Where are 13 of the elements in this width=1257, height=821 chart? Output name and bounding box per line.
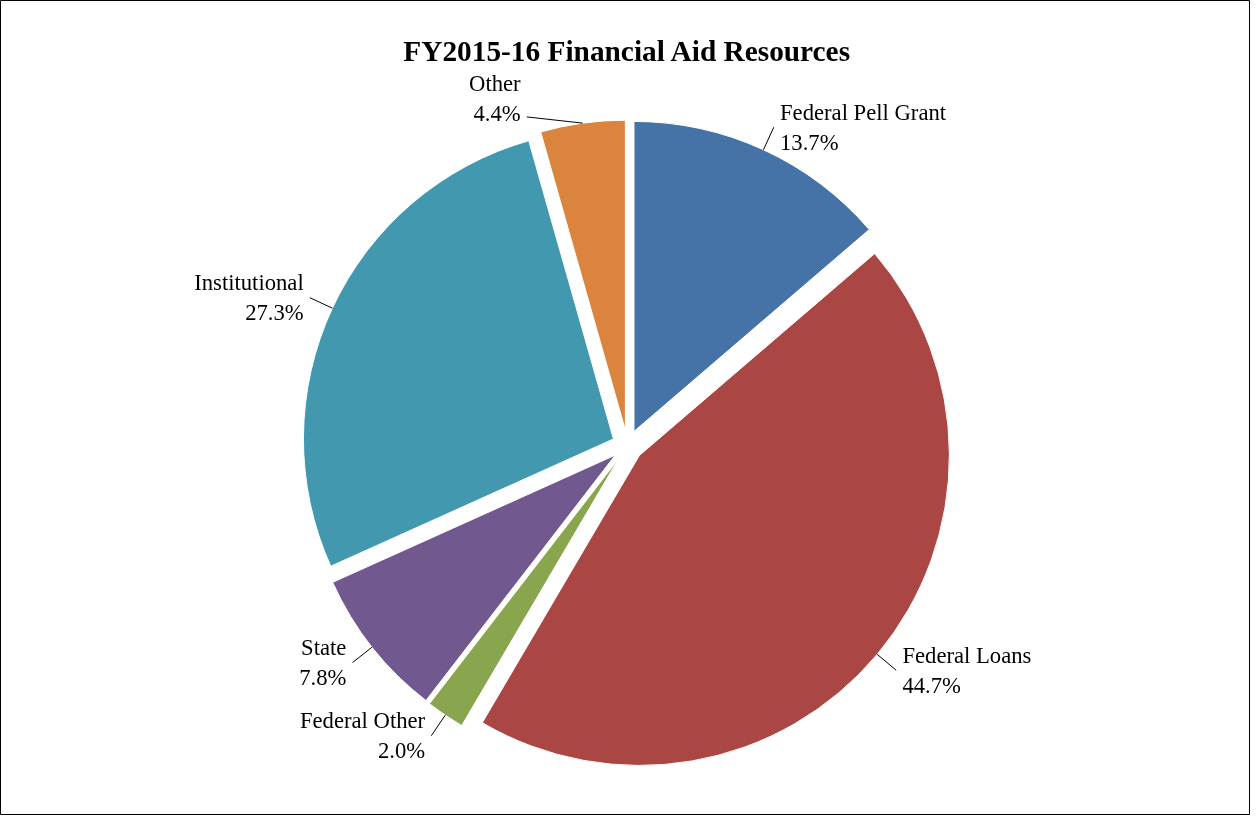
data-label: 4.4% [473,100,521,126]
chart-title: FY2015-16 Financial Aid Resources [403,34,851,67]
data-label: 7.8% [299,665,347,691]
slice-label: Institutional [194,270,304,296]
slice-label: Other [469,70,522,96]
slice-label: Federal Other [299,708,426,734]
data-label: 44.7% [902,672,962,698]
slice-label: State [301,635,347,661]
data-label: 13.7% [779,129,839,155]
slice-label: Federal Pell Grant [779,99,947,125]
data-label: 2.0% [377,738,426,764]
slice-label: Federal Loans [902,642,1032,668]
data-label: 27.3% [245,300,304,326]
